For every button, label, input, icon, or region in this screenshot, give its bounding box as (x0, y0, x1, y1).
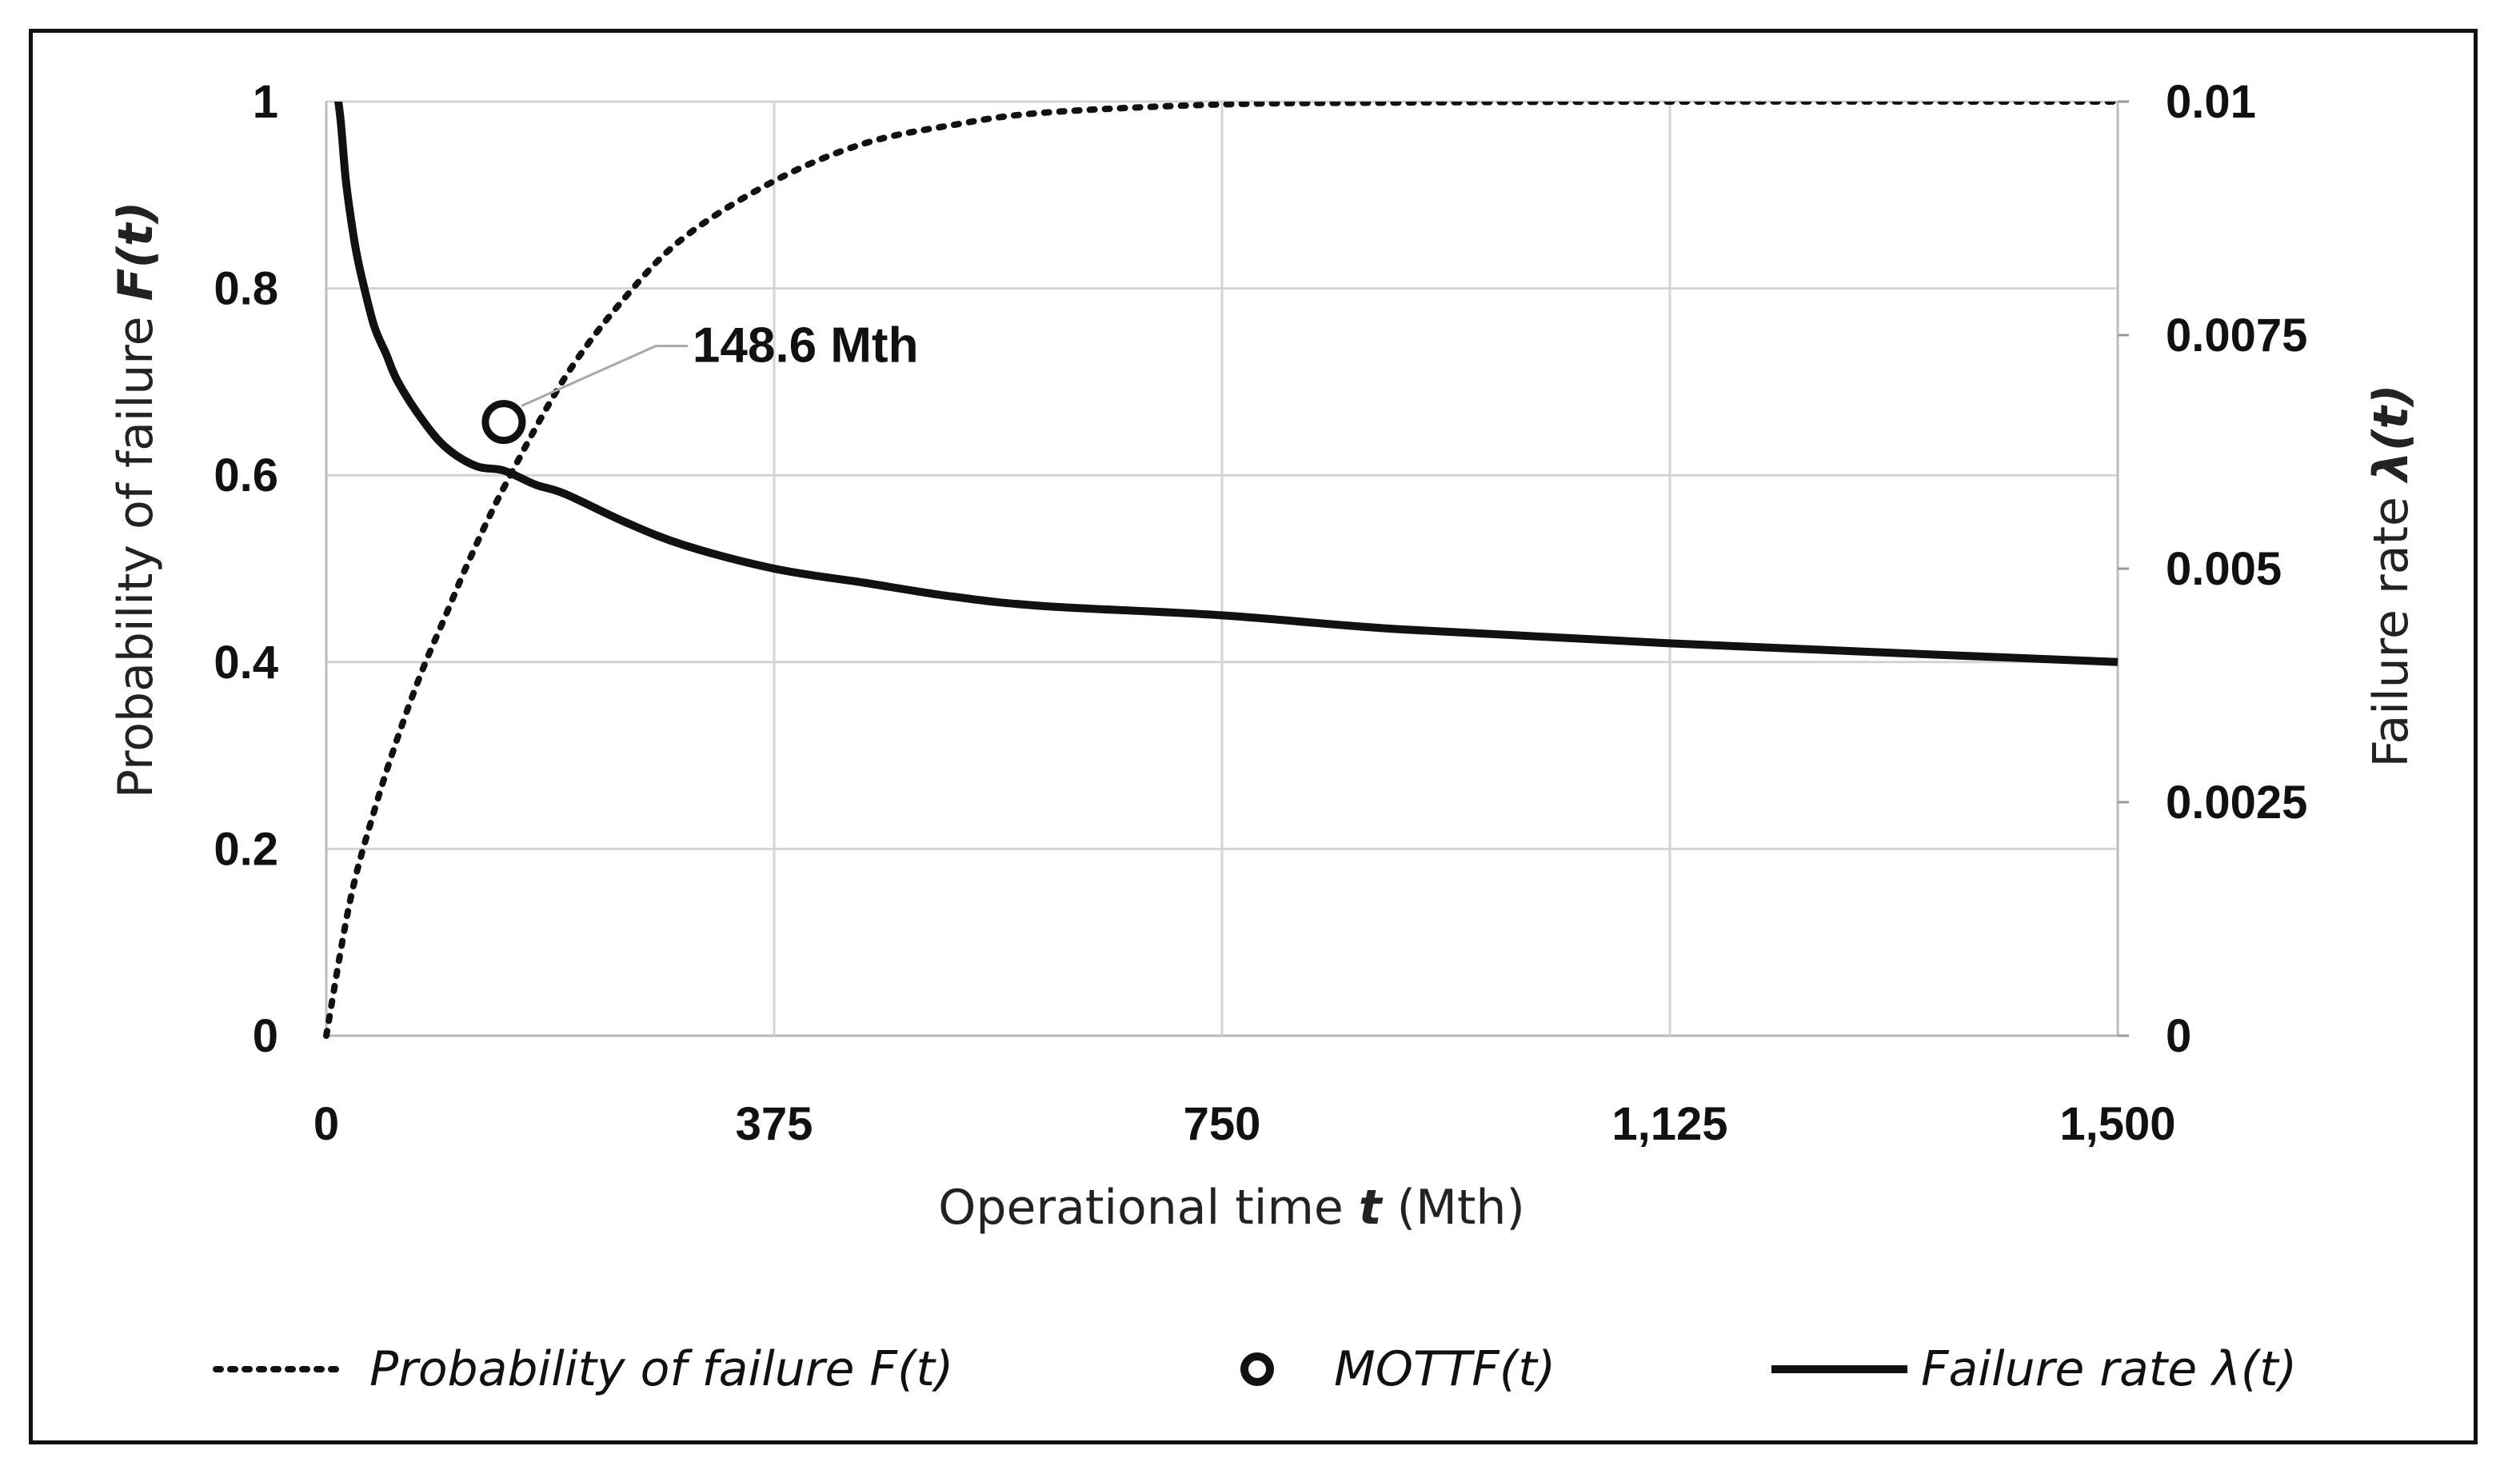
y-left-axis-title: Probability of failure F(t) (108, 202, 164, 798)
y-right-tick-label: 0.0025 (2166, 777, 2307, 829)
legend-label-mottf: MOTTF(t) (1334, 1341, 1556, 1397)
grid (325, 100, 2119, 1037)
y-left-tick-label: 0.2 (214, 823, 278, 875)
x-tick-label: 0 (314, 1098, 339, 1150)
legend: Probability of failure F(t) MOTTF(t) Fai… (213, 1341, 2297, 1397)
annotation-leader-line (521, 345, 688, 407)
y-right-tick-label: 0 (2166, 1010, 2191, 1062)
y-right-tick-label: 0.0075 (2166, 310, 2307, 362)
legend-circle-marker (1240, 1352, 1274, 1386)
annotation-label: 148.6 Mth (693, 318, 919, 373)
annotation-group: 148.6 Mth (481, 318, 919, 445)
series-probability-of-failure (323, 102, 2121, 1039)
axes: 0 0.2 0.4 0.6 0.8 1 0 0.0025 0.005 0.0075 0.01 0 375… (214, 76, 2307, 1150)
x-tick-label: 375 (736, 1098, 813, 1150)
y-left-tick-label: 0 (253, 1010, 278, 1062)
y-right-axis-title: Failure rate λ(t) (2363, 385, 2419, 768)
y-left-tick-label: 0.6 (214, 449, 278, 501)
chart-frame (29, 29, 2478, 1444)
legend-label-failure-rate: Failure rate λ(t) (1921, 1341, 2297, 1397)
mottf-marker (481, 400, 526, 445)
y-left-tick-label: 0.4 (214, 637, 278, 689)
legend-label-probability: Probability of failure F(t) (369, 1341, 953, 1397)
y-right-tick-label: 0.005 (2166, 543, 2282, 595)
series-failure-rate (334, 102, 2119, 666)
x-axis-title: Operational time t (Mth) (938, 1180, 1525, 1236)
y-right-tick-label: 0.01 (2166, 76, 2256, 128)
x-tick-label: 750 (1184, 1098, 1261, 1150)
series (323, 102, 2121, 1039)
y-left-tick-label: 1 (253, 76, 278, 128)
x-tick-label: 1,125 (1611, 1098, 1727, 1150)
y-left-tick-label: 0.8 (214, 263, 278, 315)
x-tick-label: 1,500 (2059, 1098, 2175, 1150)
